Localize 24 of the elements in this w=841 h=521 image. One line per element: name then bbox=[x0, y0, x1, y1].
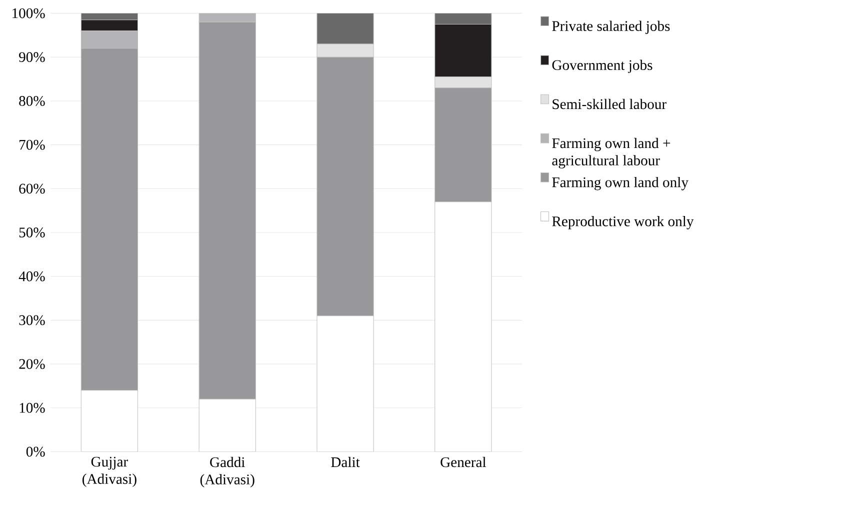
y-tick-label: 100% bbox=[12, 8, 45, 18]
legend-label: Semi-skilled labour bbox=[552, 98, 666, 110]
y-tick-label: 20% bbox=[19, 359, 45, 370]
legend-label: Private salaried jobs bbox=[552, 20, 670, 34]
legend-label: Farming own land only bbox=[552, 177, 688, 190]
x-tick-label: Dalit bbox=[331, 456, 360, 468]
y-tick-label: 90% bbox=[19, 52, 45, 62]
y-tick-label: 10% bbox=[20, 403, 45, 413]
x-tick-label: Gujjar (Adivasi) bbox=[82, 456, 136, 487]
y-tick-label: 40% bbox=[18, 271, 45, 282]
legend-label: Reproductive work only bbox=[552, 216, 694, 230]
y-tick-label: 60% bbox=[19, 184, 45, 194]
y-tick-label: 80% bbox=[19, 96, 45, 106]
y-tick-label: 70% bbox=[20, 140, 45, 150]
y-tick-label: 50% bbox=[19, 228, 45, 238]
x-tick-label: General bbox=[440, 456, 486, 468]
y-tick-label: 0% bbox=[26, 446, 45, 457]
y-tick-label: 30% bbox=[19, 315, 45, 326]
bar bbox=[80, 13, 138, 20]
x-tick-label: Gaddi (Adivasi) bbox=[200, 456, 254, 488]
bar bbox=[434, 13, 492, 25]
legend-label: Government jobs bbox=[552, 60, 652, 74]
legend-label: Farming own land + agricultural labour bbox=[552, 138, 670, 169]
bar bbox=[316, 13, 374, 44]
